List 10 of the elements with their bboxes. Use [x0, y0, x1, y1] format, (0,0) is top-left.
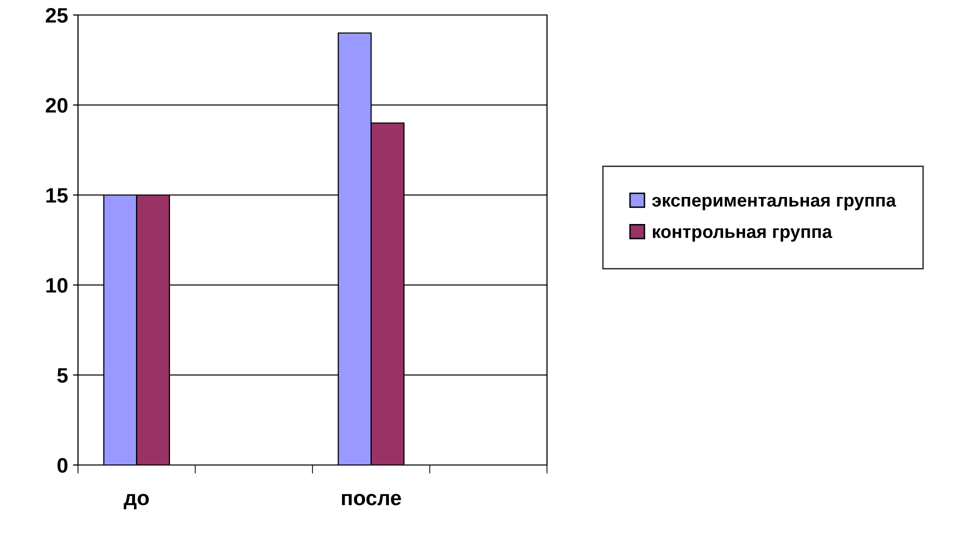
y-tick-label: 20	[46, 98, 68, 113]
y-tick-label: 5	[57, 368, 68, 383]
y-tick-label: 0	[58, 458, 68, 473]
x-tick-label: после	[342, 494, 401, 506]
legend-label: экспериментальная группа	[652, 196, 896, 210]
x-tick-label: до	[124, 494, 149, 510]
y-tick-label: 25	[46, 8, 68, 23]
legend-label: контрольная группа	[652, 228, 832, 242]
y-tick-label: 10	[46, 278, 68, 293]
y-tick-label: 15	[46, 188, 68, 203]
